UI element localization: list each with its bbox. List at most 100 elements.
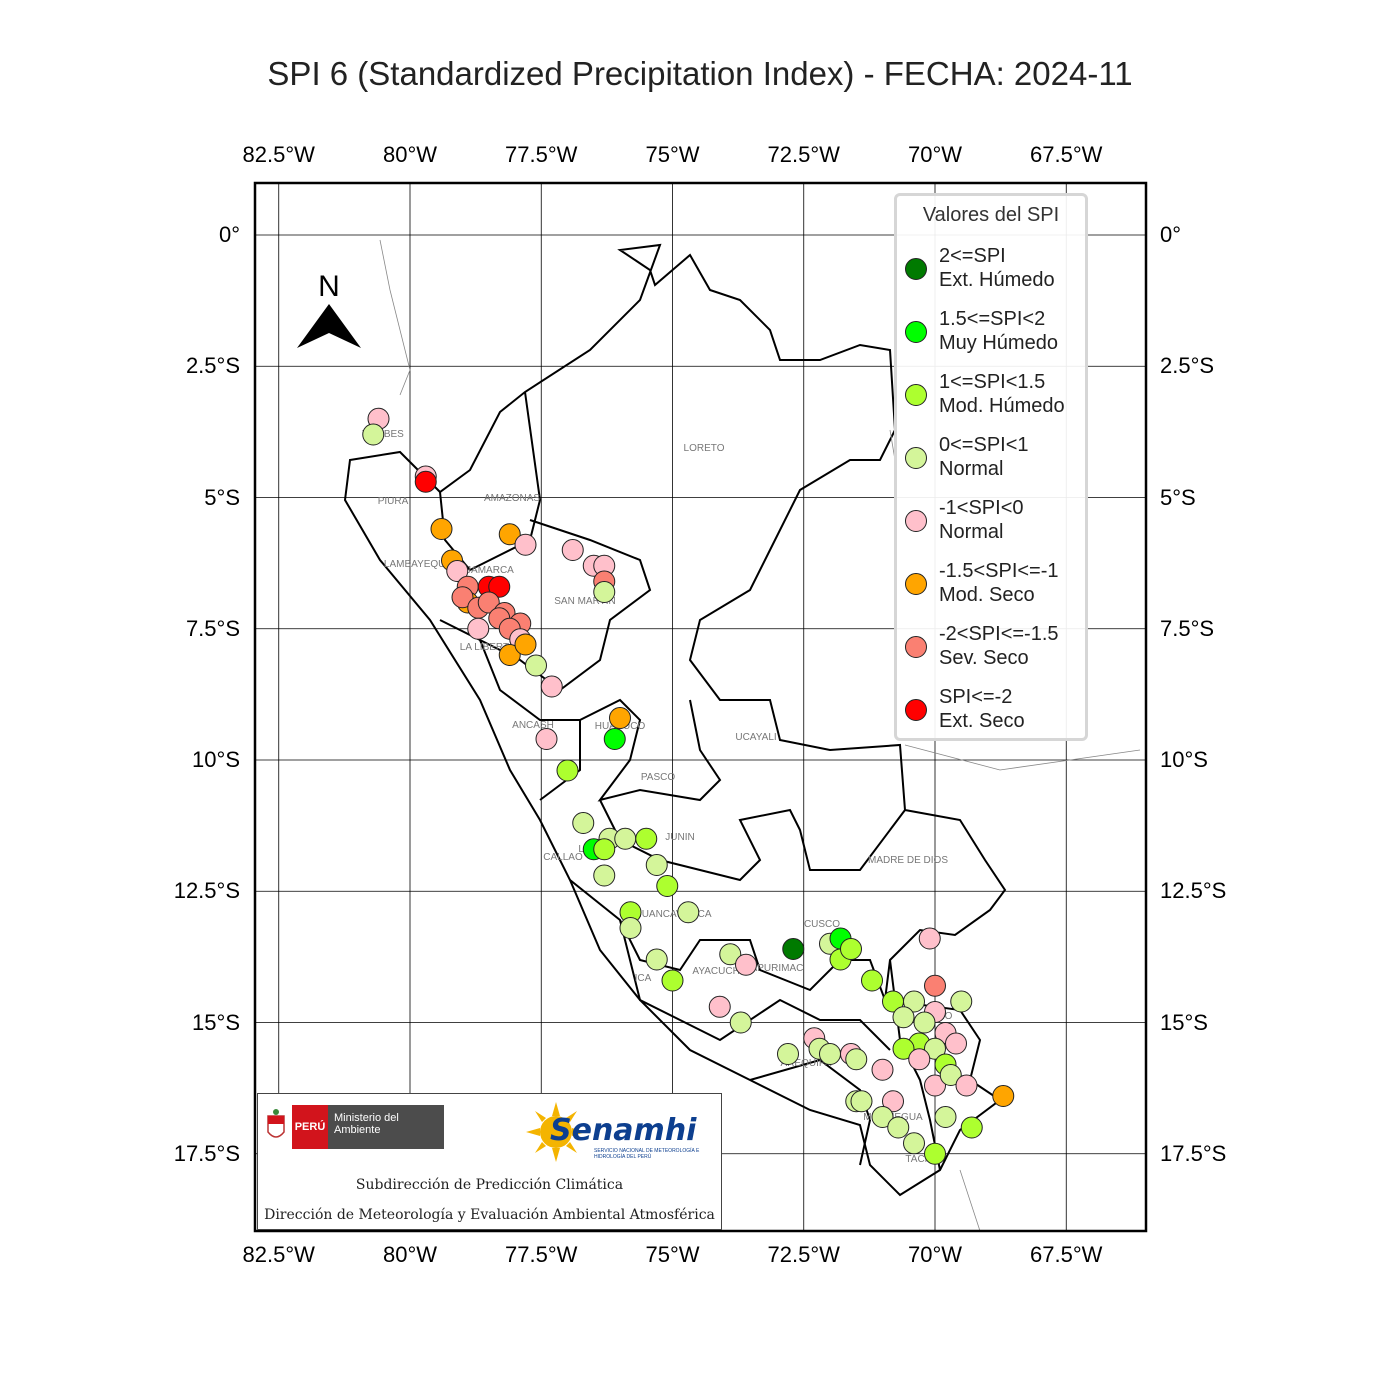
legend-category: Ext. Húmedo [939, 269, 1055, 291]
lat-tick-right: 15°S [1160, 1009, 1208, 1035]
station-marker [645, 854, 668, 876]
station-marker [934, 1106, 957, 1128]
station-marker [661, 969, 684, 992]
legend-label: -1<SPI<0 Normal [939, 496, 1024, 544]
legend-range: -2<SPI<=-1.5 [939, 623, 1059, 645]
lat-tick-right: 2.5°S [1160, 353, 1215, 379]
lat-tick-left: 17.5°S [173, 1140, 240, 1166]
station-marker [603, 728, 626, 750]
legend-label: 2<=SPI Ext. Húmedo [939, 244, 1055, 292]
station-marker [871, 1058, 894, 1081]
lat-tick-right: 10°S [1160, 747, 1208, 772]
legend-range: -1<SPI<0 [939, 497, 1024, 519]
station-marker [540, 675, 563, 698]
footer-line-2: Dirección de Meteorología y Evaluación A… [264, 1207, 715, 1223]
legend-label: SPI<=-2 Ext. Seco [939, 685, 1025, 733]
station-marker [609, 707, 631, 729]
station-marker [903, 990, 925, 1013]
region-label: LA LIBERTAD [460, 642, 522, 653]
lon-tick-bottom: 75°W [645, 1242, 700, 1267]
region-label: ANCASH [512, 720, 554, 731]
legend-range: -1.5<SPI<=-1 [939, 560, 1059, 582]
lat-tick-right: 7.5°S [1160, 615, 1215, 641]
senamhi-logo: Senamhi [550, 1113, 697, 1148]
legend-label: 1.5<=SPI<2 Muy Húmedo [939, 307, 1058, 355]
legend-range: 1.5<=SPI<2 [939, 308, 1046, 330]
legend-range: 0<=SPI<1 [939, 434, 1029, 456]
lon-tick-top: 72.5°W [767, 142, 840, 167]
lon-tick-bottom: 72.5°W [767, 1242, 840, 1267]
station-marker [593, 864, 616, 887]
lat-tick-left: 10°S [192, 747, 240, 772]
legend-range: SPI<=-2 [939, 686, 1013, 708]
region-label: PIURA [378, 496, 409, 507]
station-marker [477, 591, 500, 614]
legend-label: 0<=SPI<1 Normal [939, 433, 1029, 481]
legend-swatch [905, 699, 927, 721]
lon-tick-top: 70°W [907, 142, 963, 167]
region-label: HUANCAVELICA [634, 909, 711, 920]
legend-label: -1.5<SPI<=-1 Mod. Seco [939, 559, 1059, 607]
region-label: AREQUIPA [781, 1058, 832, 1069]
lat-tick-right: 0° [1160, 222, 1182, 247]
region-label: MADRE DE DIOS [868, 855, 948, 866]
region-label: SAN MARTIN [554, 596, 616, 607]
lat-tick-left: 12.5°S [173, 878, 240, 904]
legend-label: 1<=SPI<1.5 Mod. Húmedo [939, 370, 1065, 418]
station-marker [498, 644, 521, 666]
legend-item: 0<=SPI<1 Normal [905, 433, 1085, 493]
station-marker [950, 990, 973, 1013]
station-marker [535, 728, 558, 750]
legend-swatch [905, 384, 927, 406]
lon-tick-bottom: 80°W [382, 1242, 438, 1267]
station-marker [782, 938, 805, 960]
legend-item: -1<SPI<0 Normal [905, 496, 1085, 556]
station-marker [614, 827, 637, 850]
station-marker [677, 901, 700, 924]
lon-tick-top: 67.5°W [1030, 142, 1103, 167]
station-marker [892, 1037, 915, 1060]
region-label: PASCO [641, 772, 675, 783]
station-marker [918, 927, 941, 950]
lon-tick-top: 77.5°W [505, 142, 578, 167]
lon-tick-bottom: 67.5°W [1030, 1242, 1103, 1267]
legend-category: Muy Húmedo [939, 332, 1058, 354]
station-marker [645, 948, 668, 971]
lat-tick-left: 2.5°S [185, 353, 240, 379]
legend-item: SPI<=-2 Ext. Seco [905, 685, 1085, 745]
station-marker [488, 575, 511, 598]
lat-tick-right: 5°S [1160, 484, 1196, 510]
station-marker [561, 539, 584, 561]
legend: Valores del SPI 2<=SPI Ext. Húmedo 1.5<=SP… [894, 193, 1088, 741]
lon-tick-top: 75°W [645, 142, 700, 167]
coat-of-arms-icon [267, 1109, 285, 1138]
lon-tick-top: 82.5°W [242, 142, 315, 167]
lat-tick-left: 0° [218, 222, 240, 247]
station-marker [414, 470, 437, 493]
station-marker [446, 560, 469, 582]
station-marker [960, 1116, 983, 1139]
station-marker [525, 654, 547, 677]
station-marker [467, 617, 490, 640]
map-frame [253, 181, 1148, 1233]
station-marker [430, 518, 453, 540]
station-marker [514, 633, 537, 656]
region-label: CUSCO [804, 919, 840, 930]
legend-item: -1.5<SPI<=-1 Mod. Seco [905, 559, 1085, 619]
station-marker [840, 938, 862, 960]
legend-swatch [905, 258, 927, 280]
station-marker [871, 1106, 894, 1128]
legend-range: 2<=SPI [939, 245, 1006, 267]
station-marker [887, 1116, 910, 1139]
map-title: SPI 6 (Standardized Precipitation Index)… [267, 55, 1133, 92]
station-marker [451, 586, 474, 609]
lon-tick-top: 80°W [382, 142, 438, 167]
station-marker [593, 838, 616, 861]
station-marker [892, 1006, 915, 1029]
legend-swatch [905, 573, 927, 595]
station-marker [908, 1048, 931, 1071]
region-label: LAMBAYEQUE [384, 559, 452, 570]
north-arrow-icon [297, 304, 361, 348]
lat-tick-right: 12.5°S [1160, 878, 1227, 904]
